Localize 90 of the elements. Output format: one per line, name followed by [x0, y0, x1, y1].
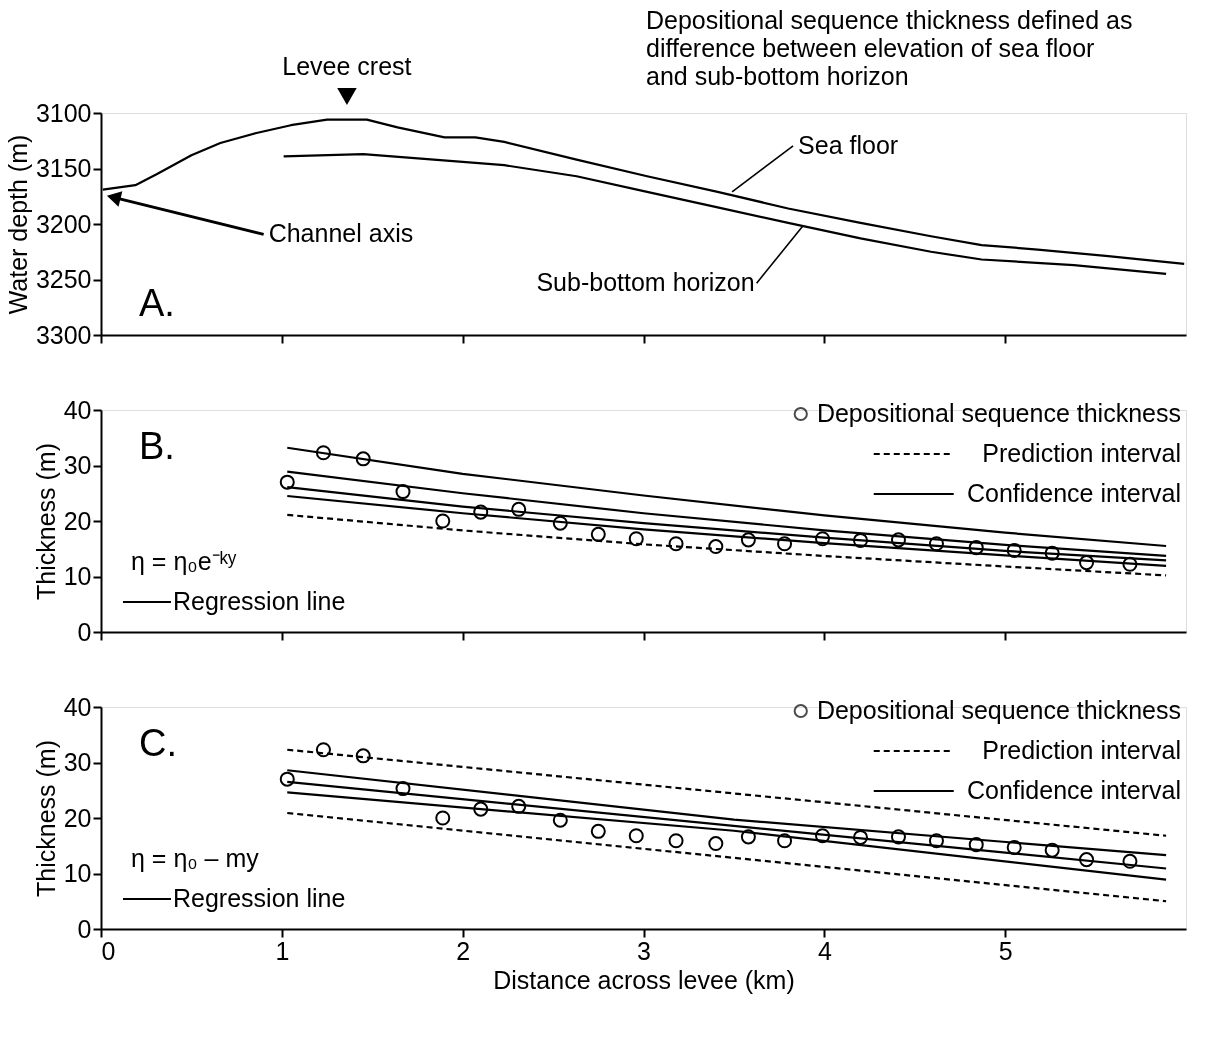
y-tick-label: 3250 — [35, 265, 92, 293]
legend-label: Confidence interval — [966, 776, 1181, 804]
point — [1122, 853, 1138, 869]
x-tick-label: 4 — [817, 936, 832, 965]
point — [777, 833, 793, 849]
x-axis-title: Distance across levee (km) — [493, 965, 795, 994]
point — [279, 474, 295, 490]
legend-label: Confidence interval — [966, 479, 1181, 507]
y-tick-label: 10 — [63, 859, 92, 887]
point — [355, 451, 371, 467]
annotation: Sub-bottom horizon — [536, 268, 755, 297]
point — [1006, 542, 1022, 558]
point — [435, 810, 451, 826]
annotation: Channel axis — [268, 219, 414, 248]
point — [511, 501, 527, 517]
annotation: Regression line — [173, 587, 346, 615]
point — [1044, 545, 1060, 561]
point — [590, 526, 606, 542]
point — [1079, 852, 1095, 868]
y-tick-label: 10 — [63, 562, 92, 590]
line-series — [286, 513, 1168, 577]
annotation: η = η₀ – my — [131, 844, 260, 872]
point — [852, 829, 869, 845]
text: A. — [139, 282, 175, 324]
y-tick-label: 30 — [63, 451, 92, 479]
y-tick-label: 3150 — [35, 154, 92, 182]
point — [890, 829, 906, 845]
y-tick-label: 30 — [63, 748, 92, 776]
point — [628, 531, 644, 547]
point — [1122, 556, 1138, 572]
annotation: η = η₀e⁻ᵏʸ — [131, 547, 238, 575]
legend-label: Depositional sequence thickness — [816, 399, 1181, 427]
y-tick-label: 0 — [77, 617, 92, 646]
point — [1044, 842, 1060, 858]
y-tick-label: 20 — [63, 506, 92, 535]
y-axis-title: Thickness (m) — [31, 443, 60, 600]
point — [815, 828, 831, 844]
point — [708, 836, 724, 852]
point — [852, 532, 869, 548]
point — [777, 536, 793, 552]
annotation: Sea floor — [798, 130, 899, 159]
point — [668, 833, 684, 849]
point — [1079, 555, 1095, 571]
point — [740, 829, 756, 845]
y-tick-label: 3300 — [35, 320, 92, 349]
annotation: Levee crest — [282, 51, 412, 80]
point — [279, 771, 295, 787]
x-tick-label: 5 — [998, 936, 1013, 965]
y-tick-label: 40 — [63, 395, 92, 424]
point — [968, 540, 984, 556]
point — [511, 798, 527, 814]
point — [1006, 839, 1022, 855]
point — [395, 484, 411, 500]
point — [890, 532, 906, 548]
legend-label: Prediction interval — [982, 736, 1181, 764]
point — [473, 801, 489, 817]
point — [552, 812, 568, 828]
y-tick-label: 20 — [63, 803, 92, 832]
point — [435, 513, 451, 529]
annotation: Regression line — [173, 884, 346, 912]
legend-label: Depositional sequence thickness — [816, 696, 1181, 724]
point — [815, 531, 831, 547]
point — [590, 823, 606, 839]
chart-title: B. — [139, 425, 175, 467]
point — [473, 504, 489, 520]
y-tick-label: 0 — [77, 914, 92, 943]
chart-title: C. — [139, 722, 177, 764]
point — [315, 445, 331, 461]
point — [668, 536, 684, 552]
point — [315, 742, 331, 758]
point — [740, 532, 756, 548]
point — [708, 539, 724, 555]
y-axis-title: Thickness (m) — [31, 740, 60, 897]
x-tick-label: 2 — [456, 936, 471, 965]
chart-subtitle: Depositional sequence thickness defined as difference between elevation of sea floor and sub-bottom horizon — [646, 6, 1133, 90]
x-tick-label: 1 — [275, 936, 290, 965]
y-tick-label: 40 — [63, 692, 92, 721]
point — [968, 837, 984, 853]
point — [928, 536, 944, 552]
legend-label: Prediction interval — [982, 439, 1181, 467]
point — [552, 515, 568, 531]
y-tick-label: 3200 — [35, 209, 92, 238]
point — [628, 828, 644, 844]
point — [355, 748, 371, 764]
point — [928, 833, 944, 849]
y-tick-label: 3100 — [35, 98, 92, 127]
point — [395, 781, 411, 797]
y-axis-title: Water depth (m) — [3, 134, 32, 315]
x-tick-label: 3 — [637, 936, 651, 965]
x-tick-label: 0 — [101, 936, 116, 965]
